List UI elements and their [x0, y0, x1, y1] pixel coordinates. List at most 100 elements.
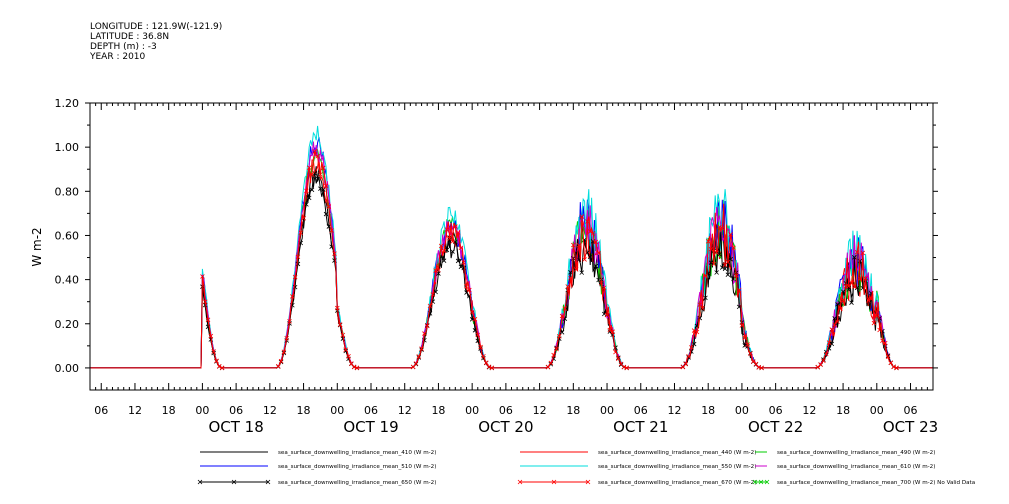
series-marker-7	[545, 364, 551, 370]
series-marker-7	[312, 149, 318, 154]
y-tick-label: 0.60	[55, 229, 80, 242]
x-day-label: OCT 22	[748, 418, 803, 436]
x-hour-label: 12	[398, 404, 412, 417]
series-marker-7	[882, 340, 888, 346]
series-marker-7	[214, 358, 219, 364]
x-hour-label: 18	[836, 404, 850, 417]
series-marker-7	[554, 346, 559, 352]
legend-marker	[758, 479, 764, 485]
series-marker-7	[849, 280, 854, 286]
series-marker-7	[424, 323, 430, 329]
x-hour-label: 18	[701, 404, 715, 417]
legend: sea_surface_downwelling_irradiance_mean_…	[197, 450, 975, 486]
series-marker-6	[444, 247, 450, 253]
series-marker-7	[587, 229, 593, 234]
series-marker-7	[413, 361, 419, 366]
series-marker-7	[346, 354, 351, 359]
series-marker-7	[562, 306, 568, 311]
series-marker-7	[742, 335, 748, 341]
x-hour-label: 00	[330, 404, 344, 417]
series-marker-7	[590, 231, 596, 236]
series-marker-6	[309, 187, 315, 193]
plot-series-group	[90, 125, 933, 371]
series-marker-7	[275, 364, 281, 369]
series-marker-6	[202, 302, 208, 308]
series-line-7	[90, 151, 933, 369]
series-marker-7	[894, 365, 899, 371]
series-marker-6	[455, 258, 461, 264]
series-marker-6	[708, 260, 714, 265]
series-marker-6	[587, 254, 593, 260]
series-marker-7	[461, 260, 467, 265]
series-marker-7	[714, 250, 719, 255]
series-marker-7	[438, 243, 444, 249]
series-marker-7	[835, 319, 840, 324]
series-marker-7	[728, 232, 733, 237]
x-day-label: OCT 23	[883, 418, 938, 436]
series-marker-7	[866, 298, 871, 303]
legend-marker	[231, 479, 237, 485]
x-hour-label: 00	[195, 404, 209, 417]
series-marker-7	[745, 342, 750, 347]
series-marker-6	[717, 251, 722, 257]
series-marker-7	[615, 356, 621, 362]
series-marker-7	[601, 285, 607, 290]
series-marker-7	[278, 358, 284, 364]
series-marker-7	[821, 358, 826, 364]
series-marker-7	[621, 364, 627, 370]
series-marker-6	[323, 211, 329, 217]
series-marker-7	[489, 365, 495, 371]
series-marker-7	[739, 323, 745, 328]
series-marker-7	[717, 224, 722, 230]
series-marker-7	[334, 305, 340, 311]
series-marker-7	[318, 172, 323, 177]
legend-label: sea_surface_downwelling_irradiance_mean_…	[598, 480, 756, 486]
series-marker-7	[340, 332, 346, 338]
series-marker-7	[329, 228, 334, 233]
series-marker-7	[202, 299, 208, 305]
series-marker-7	[624, 365, 629, 371]
series-marker-7	[416, 354, 422, 359]
series-marker-7	[450, 239, 455, 244]
series-marker-7	[301, 216, 306, 221]
series-marker-6	[568, 270, 573, 275]
series-marker-7	[211, 349, 216, 354]
series-marker-6	[613, 345, 618, 350]
series-marker-7	[455, 230, 461, 235]
series-marker-7	[304, 188, 309, 194]
series-marker-7	[571, 242, 576, 248]
x-hour-label: 06	[229, 404, 243, 417]
year-label: YEAR : 2010	[90, 52, 146, 62]
series-marker-7	[568, 275, 573, 281]
series-line-6	[90, 173, 933, 369]
series-marker-7	[349, 361, 354, 366]
x-hour-label: 00	[465, 404, 479, 417]
series-marker-6	[312, 171, 318, 176]
series-marker-7	[467, 287, 472, 293]
series-marker-7	[705, 239, 711, 244]
series-marker-7	[290, 294, 295, 299]
y-tick-label: 1.20	[55, 97, 80, 110]
series-marker-7	[315, 153, 320, 159]
series-marker-7	[576, 243, 582, 248]
series-marker-7	[309, 172, 315, 177]
series-marker-7	[703, 273, 708, 278]
series-marker-7	[483, 360, 489, 365]
series-marker-7	[686, 353, 691, 359]
series-marker-7	[548, 360, 554, 366]
series-marker-7	[719, 226, 725, 231]
series-marker-7	[888, 360, 894, 366]
x-hour-label: 18	[297, 404, 311, 417]
series-marker-7	[287, 319, 292, 324]
x-hour-label: 00	[735, 404, 749, 417]
legend-marker	[197, 479, 203, 485]
series-marker-7	[343, 347, 348, 353]
series-line-0	[90, 166, 933, 369]
y-axis-label: W m-2	[30, 227, 44, 266]
series-marker-7	[573, 267, 579, 272]
series-marker-7	[200, 274, 205, 279]
legend-label: sea_surface_downwelling_irradiance_mean_…	[777, 464, 935, 470]
series-marker-6	[714, 270, 719, 275]
series-marker-7	[596, 250, 601, 256]
